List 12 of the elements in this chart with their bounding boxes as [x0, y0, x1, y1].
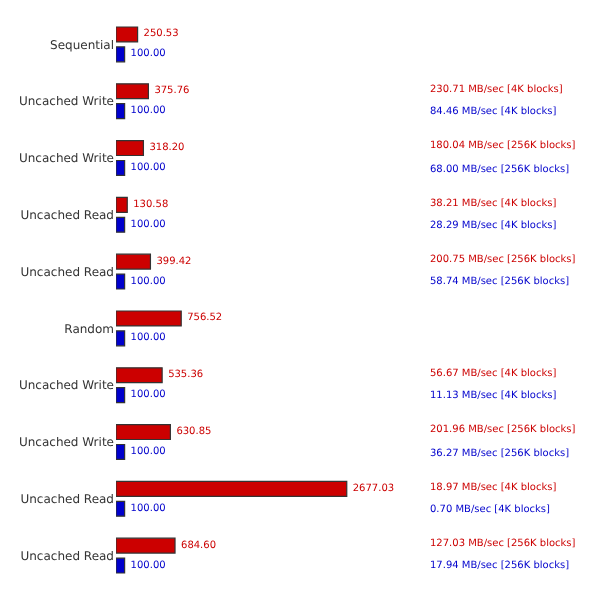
- bar: [116, 500, 126, 517]
- bar: [116, 424, 171, 441]
- bar: [116, 367, 163, 384]
- bar: [116, 103, 126, 120]
- bar: [116, 443, 126, 460]
- bar: [116, 216, 126, 233]
- bar: [116, 480, 348, 497]
- bar: [116, 159, 126, 176]
- bar: [116, 387, 126, 404]
- bar: [116, 83, 149, 100]
- bar: [116, 140, 145, 157]
- bar: [116, 196, 128, 213]
